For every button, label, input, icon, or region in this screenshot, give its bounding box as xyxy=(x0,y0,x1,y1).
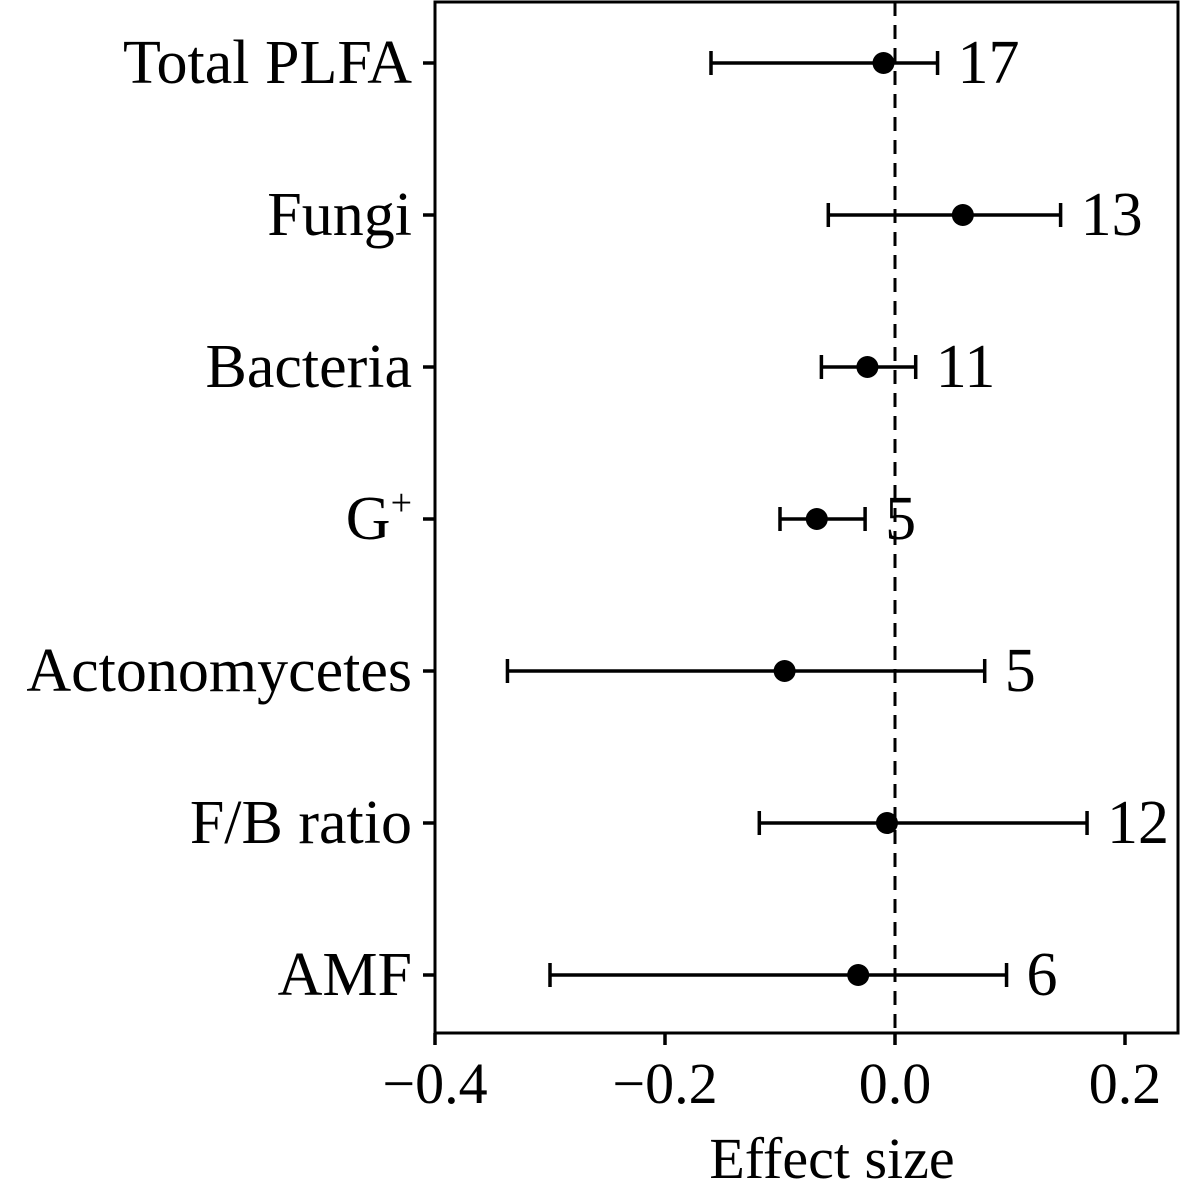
mean-point xyxy=(875,812,898,834)
category-label: Fungi xyxy=(267,181,412,249)
category-label: G+ xyxy=(346,482,412,553)
category-label-text: Actonomycetes xyxy=(26,637,412,705)
x-tick-label: −0.4 xyxy=(382,1051,487,1116)
category-label: Bacteria xyxy=(205,333,412,401)
category-label: F/B ratio xyxy=(190,789,412,857)
forest-row: G+ 5 xyxy=(346,482,916,553)
category-label-text: F/B ratio xyxy=(190,789,412,857)
x-axis-title: Effect size xyxy=(709,1126,954,1179)
mean-point xyxy=(856,356,879,378)
mean-point xyxy=(951,204,974,226)
category-label-superscript: + xyxy=(391,482,412,524)
sample-size-label: 11 xyxy=(936,333,996,401)
forest-row: Total PLFA 17 xyxy=(123,29,1020,97)
sample-size-label: 5 xyxy=(885,485,916,553)
forest-row: F/B ratio 12 xyxy=(190,789,1169,857)
forest-row: Fungi 13 xyxy=(267,181,1142,249)
mean-point xyxy=(872,52,895,74)
x-tick-label: 0.0 xyxy=(859,1051,932,1116)
category-label: Actonomycetes xyxy=(26,637,412,705)
x-axis-ticks: −0.4 −0.2 0.0 0.2 xyxy=(382,1033,1161,1116)
x-tick-label: 0.2 xyxy=(1089,1051,1162,1116)
category-label-text: Fungi xyxy=(267,181,412,249)
forest-row: AMF 6 xyxy=(278,941,1058,1009)
mean-point xyxy=(805,508,828,530)
x-tick-label: −0.2 xyxy=(612,1051,717,1116)
mean-point xyxy=(773,660,796,682)
sample-size-label: 5 xyxy=(1005,637,1036,705)
forest-row: Actonomycetes 5 xyxy=(26,637,1035,705)
category-label-text: Total PLFA xyxy=(123,29,412,97)
mean-point xyxy=(847,964,870,986)
sample-size-label: 17 xyxy=(958,29,1020,97)
category-label: AMF xyxy=(278,941,412,1009)
category-label-text: G xyxy=(346,485,391,553)
sample-size-label: 6 xyxy=(1027,941,1058,1009)
forest-row: Bacteria 11 xyxy=(205,333,995,401)
category-label-text: AMF xyxy=(278,941,412,1009)
sample-size-label: 12 xyxy=(1107,789,1169,857)
category-label-text: Bacteria xyxy=(205,333,412,401)
category-label: Total PLFA xyxy=(123,29,412,97)
sample-size-label: 13 xyxy=(1081,181,1143,249)
